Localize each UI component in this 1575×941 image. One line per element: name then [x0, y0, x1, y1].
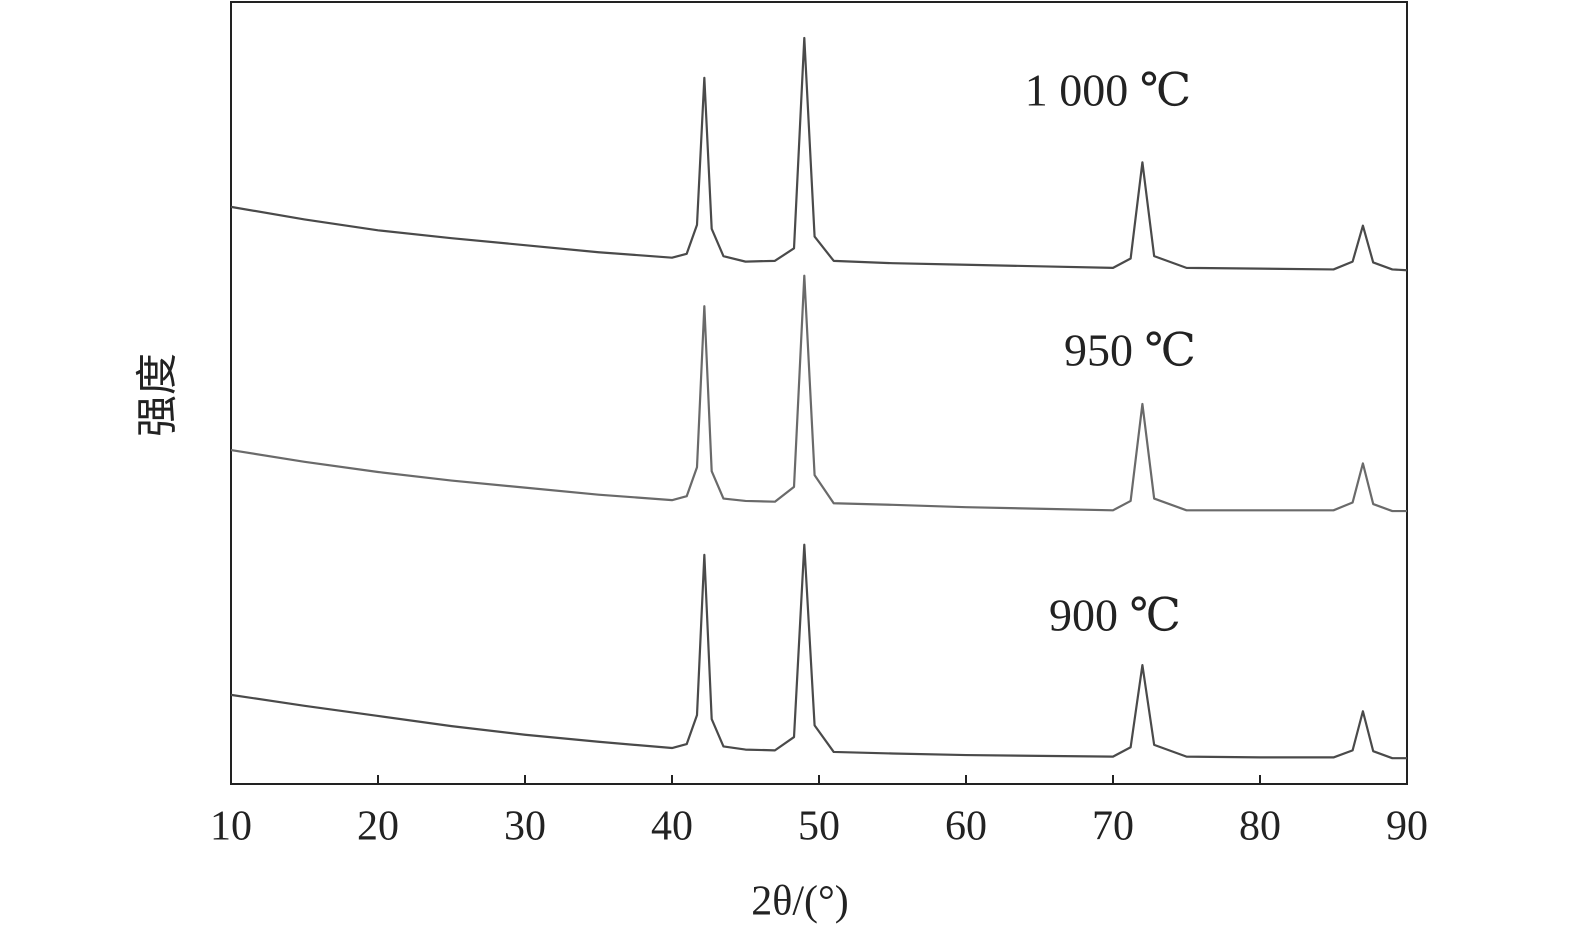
series-line — [230, 274, 1407, 513]
series-line — [230, 36, 1408, 272]
series-label: 950 ℃ — [1064, 325, 1196, 376]
series-line — [230, 543, 1407, 760]
series-label: 900 ℃ — [1049, 590, 1181, 641]
y-axis-label: 强度 — [136, 353, 182, 437]
x-axis-label: 2θ/(°) — [751, 879, 849, 925]
x-tick-label: 50 — [798, 804, 840, 850]
x-tick-label: 60 — [945, 804, 987, 850]
x-tick-label: 20 — [357, 804, 399, 850]
plot-frame — [230, 1, 1408, 785]
x-tick-label: 40 — [651, 804, 693, 850]
x-tick-label: 30 — [504, 804, 546, 850]
series-label: 1 000 ℃ — [1025, 65, 1191, 116]
x-tick-label: 70 — [1092, 804, 1134, 850]
x-tick-label: 80 — [1239, 804, 1281, 850]
x-tick-label: 10 — [210, 804, 252, 850]
x-tick-label: 90 — [1386, 804, 1428, 850]
